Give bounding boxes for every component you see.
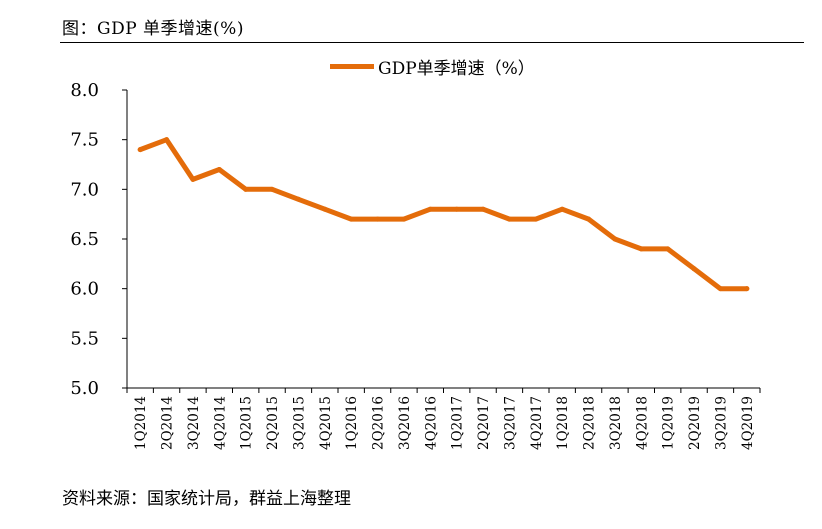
x-tick-label: 3Q2019	[713, 396, 729, 450]
legend-label: GDP单季增速（%）	[378, 59, 535, 79]
data-point	[427, 206, 433, 212]
y-tick-label: 7.0	[70, 179, 99, 200]
data-point	[638, 246, 644, 252]
legend-line-swatch	[330, 64, 374, 69]
x-tick-label: 4Q2019	[740, 396, 756, 450]
x-tick-label: 1Q2019	[661, 396, 677, 450]
x-tick-label: 1Q2018	[555, 396, 571, 450]
x-tick-label: 3Q2016	[397, 396, 413, 450]
data-point	[533, 216, 539, 222]
x-tick-label: 4Q2016	[423, 396, 439, 450]
data-point	[612, 236, 618, 242]
y-tick-label: 7.5	[70, 130, 99, 151]
data-point	[744, 286, 750, 292]
data-point	[322, 206, 328, 212]
title-divider	[60, 42, 804, 43]
x-axis-ticks: 1Q2014 2Q2014 3Q2014 4Q2014 1Q2015 2Q2015 3Q20…	[126, 388, 761, 450]
data-point	[665, 246, 671, 252]
x-tick-label: 1Q2015	[239, 396, 255, 450]
x-tick-label: 1Q2014	[133, 396, 149, 450]
x-tick-label: 3Q2014	[186, 396, 202, 450]
data-point	[295, 196, 301, 202]
data-point	[269, 186, 275, 192]
data-point	[190, 176, 196, 182]
y-tick-label: 8.0	[70, 80, 99, 101]
x-tick-label: 2Q2019	[687, 396, 703, 450]
data-point	[243, 186, 249, 192]
data-point	[559, 206, 565, 212]
y-axis-ticks: 5.0 5.5 6.0 6.5 7.0 7.5 8.0	[70, 80, 127, 399]
series-group	[137, 137, 750, 292]
chart-legend: GDP单季增速（%）	[330, 54, 535, 79]
data-point	[691, 266, 697, 272]
y-tick-label: 5.0	[70, 378, 99, 399]
data-point	[506, 216, 512, 222]
x-tick-label: 2Q2014	[160, 396, 176, 450]
x-tick-label: 3Q2017	[502, 396, 518, 450]
series-line	[137, 137, 750, 292]
y-tick-label: 6.5	[70, 229, 99, 250]
x-tick-label: 2Q2017	[476, 396, 492, 450]
data-point	[164, 137, 170, 143]
source-note: 资料来源：国家统计局，群益上海整理	[62, 489, 351, 509]
figure-title: 图：GDP 单季增速(%)	[62, 19, 244, 39]
data-point	[401, 216, 407, 222]
x-tick-label: 3Q2015	[291, 396, 307, 450]
x-tick-label: 2Q2016	[371, 396, 387, 450]
chart-axes	[126, 90, 760, 389]
x-tick-label: 4Q2017	[529, 396, 545, 450]
x-tick-label: 1Q2016	[344, 396, 360, 450]
data-point	[137, 147, 143, 153]
x-tick-label: 4Q2014	[212, 396, 228, 450]
x-tick-label: 4Q2015	[318, 396, 334, 450]
x-tick-label: 3Q2018	[608, 396, 624, 450]
data-point	[480, 206, 486, 212]
data-point	[454, 206, 460, 212]
data-point	[717, 286, 723, 292]
y-tick-label: 5.5	[70, 328, 99, 349]
x-tick-label: 1Q2017	[450, 396, 466, 450]
data-point	[348, 216, 354, 222]
data-point	[216, 166, 222, 172]
x-tick-label: 4Q2018	[634, 396, 650, 450]
data-point	[586, 216, 592, 222]
x-tick-label: 2Q2018	[582, 396, 598, 450]
data-point	[375, 216, 381, 222]
x-tick-label: 2Q2015	[265, 396, 281, 450]
y-tick-label: 6.0	[70, 279, 99, 300]
